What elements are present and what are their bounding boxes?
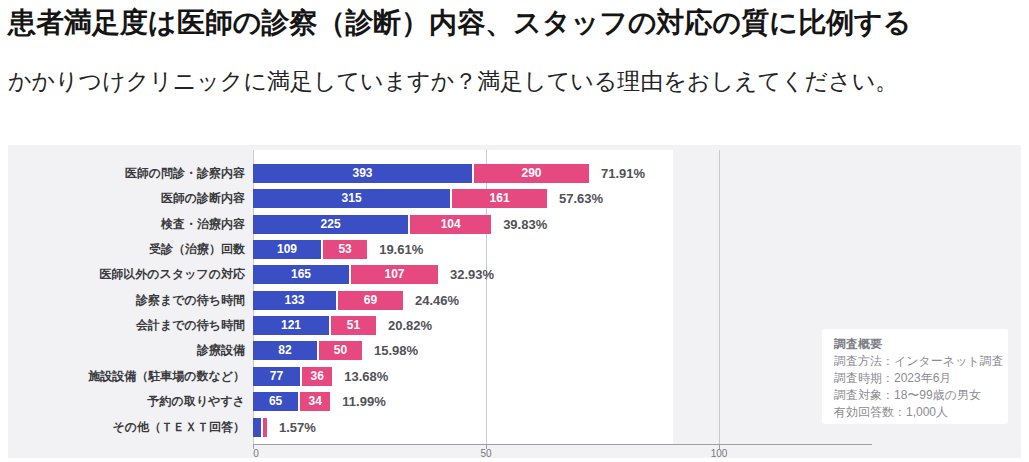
bar-segment-pink: 161 <box>450 189 547 208</box>
bar-segment-pink: 290 <box>472 164 589 183</box>
category-label: 医師の診断内容 <box>8 189 245 208</box>
category-label: 診察までの待ち時間 <box>8 291 245 310</box>
total-percent-label: 11.99% <box>342 392 385 411</box>
bar-segment-pink: 34 <box>298 392 330 411</box>
bar-segment-blue: 121 <box>253 316 329 335</box>
bar-segment-blue: 77 <box>253 367 300 386</box>
category-label: 医師の問診・診察内容 <box>8 164 245 183</box>
page-title: 患者満足度は医師の診察（診断）内容、スタッフの対応の質に比例する <box>8 4 911 42</box>
bar-segment-pink: 51 <box>329 316 376 335</box>
bar-segment-pink: 69 <box>336 291 403 310</box>
bar-segment-blue: 82 <box>253 341 317 360</box>
category-label: 会計までの待ち時間 <box>8 316 245 335</box>
bar-segment-pink: 50 <box>317 341 362 360</box>
bar-segment-blue: 109 <box>253 240 321 259</box>
bar-segment-blue: 65 <box>253 392 298 411</box>
x-tick-label: 100 <box>711 448 728 459</box>
survey-note-line: 調査対象：18〜99歳の男女 <box>834 387 996 404</box>
bar-segment-pink <box>261 418 267 437</box>
survey-note-line: 有効回答数：1,000人 <box>834 404 996 421</box>
gridline <box>719 150 720 444</box>
bar-segment-blue <box>253 418 261 437</box>
bar-segment-blue: 315 <box>253 189 450 208</box>
page: { "header": { "title": "患者満足度は医師の診察（診断）内… <box>0 0 1029 462</box>
bar-segment-blue: 133 <box>253 291 336 310</box>
x-axis-line <box>253 444 872 445</box>
category-label: 受診（治療）回数 <box>8 240 245 259</box>
survey-note-box: 調査概要 調査方法：インターネット調査 調査時期：2023年6月 調査対象：18… <box>822 329 1008 424</box>
bar-segment-pink: 53 <box>321 240 367 259</box>
category-label: 施設設備（駐車場の数など） <box>8 367 245 386</box>
total-percent-label: 24.46% <box>415 291 459 310</box>
bar-segment-blue: 225 <box>253 215 408 234</box>
total-percent-label: 71.91% <box>601 164 645 183</box>
bar-segment-pink: 107 <box>349 265 438 284</box>
category-label: 予約の取りやすさ <box>8 392 245 411</box>
total-percent-label: 57.63% <box>559 189 603 208</box>
chart-panel: 医師の問診・診察内容 393290 71.91% 医師の診断内容 315161 57.63… <box>8 145 1021 458</box>
category-label: 検査・治療内容 <box>8 215 245 234</box>
survey-note-line: 調査方法：インターネット調査 <box>834 353 996 370</box>
page-subtitle: かかりつけクリニックに満足していますか？満足している理由をおしえてください。 <box>8 66 898 97</box>
bar-segment-blue: 393 <box>253 164 472 183</box>
bar-segment-blue: 165 <box>253 265 349 284</box>
survey-note-title: 調査概要 <box>834 336 996 353</box>
category-label: その他（ＴＥＸＴ回答） <box>8 418 245 437</box>
total-percent-label: 1.57% <box>279 418 316 437</box>
bar-segment-pink: 36 <box>300 367 332 386</box>
total-percent-label: 13.68% <box>344 367 388 386</box>
total-percent-label: 19.61% <box>379 240 423 259</box>
total-percent-label: 39.83% <box>503 215 547 234</box>
total-percent-label: 20.82% <box>388 316 432 335</box>
x-tick-label: 50 <box>480 448 491 459</box>
x-tick-label: 0 <box>253 448 259 459</box>
bar-segment-pink: 104 <box>408 215 491 234</box>
total-percent-label: 15.98% <box>374 341 418 360</box>
total-percent-label: 32.93% <box>450 265 494 284</box>
survey-note-line: 調査時期：2023年6月 <box>834 370 996 387</box>
category-label: 診療設備 <box>8 341 245 360</box>
category-label: 医師以外のスタッフの対応 <box>8 265 245 284</box>
